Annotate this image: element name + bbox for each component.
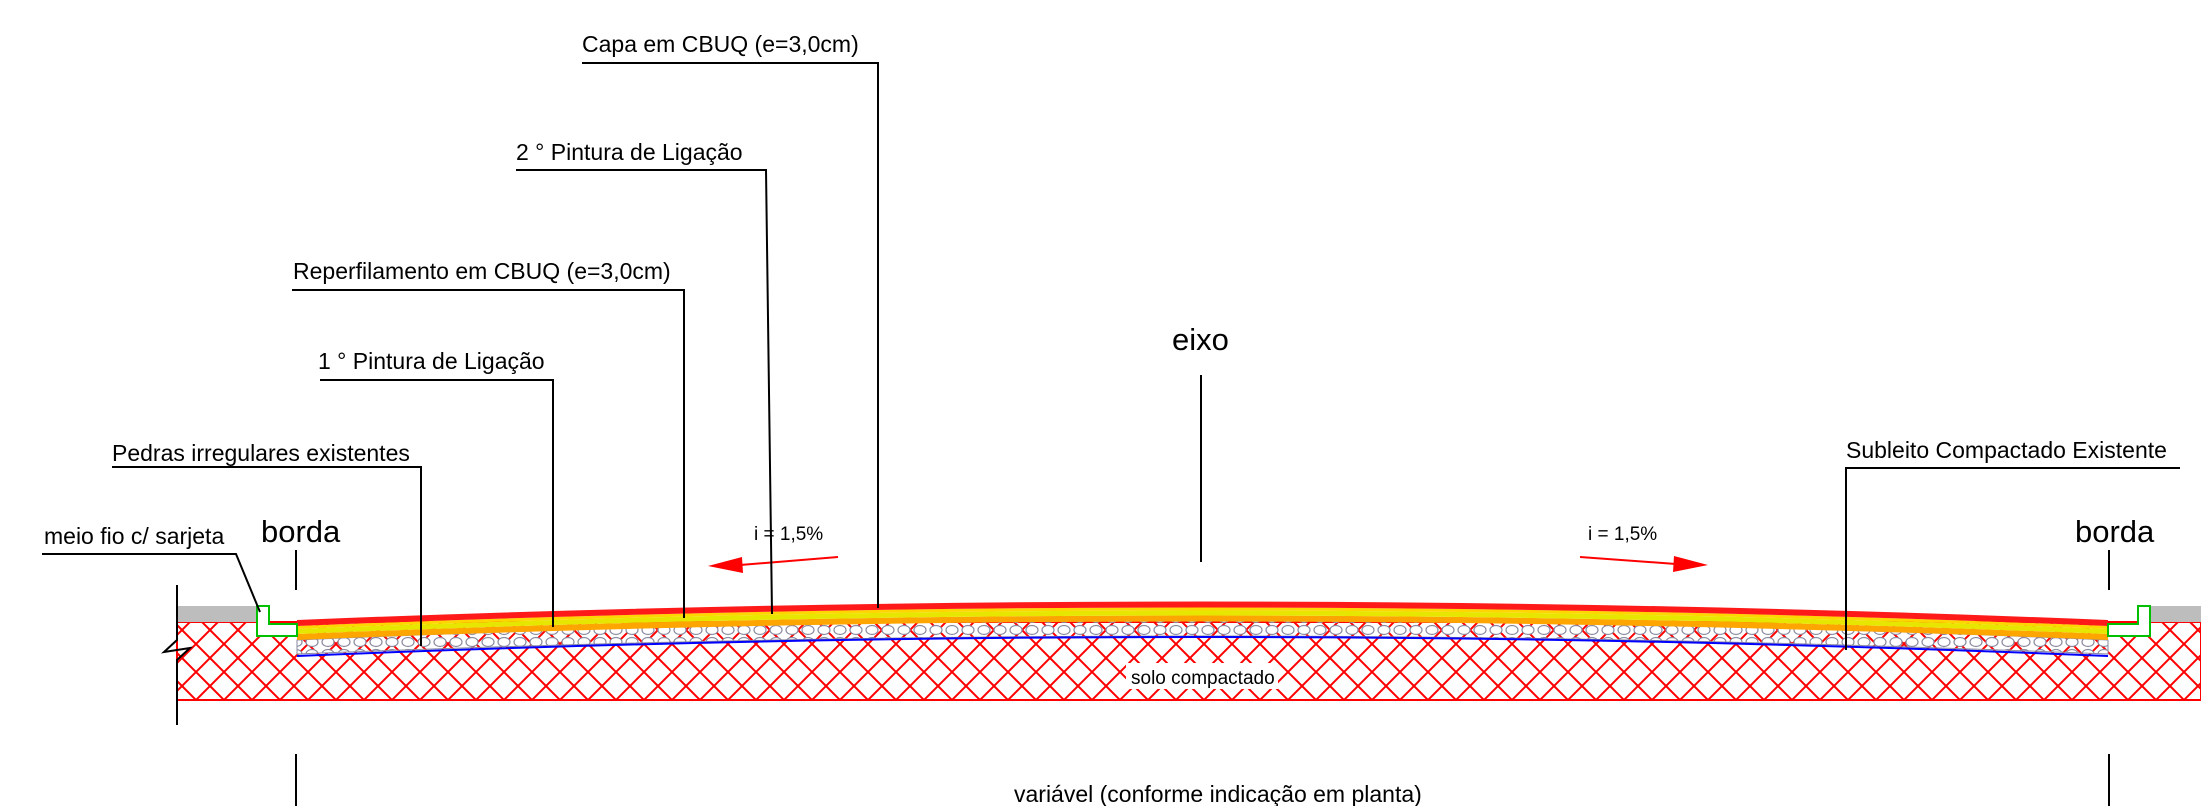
label-eixo: eixo — [1172, 322, 1229, 357]
label-borda-left: borda — [261, 514, 341, 549]
leader-lines — [42, 62, 2180, 806]
pavement-layers — [296, 601, 2109, 657]
break-line-icon — [160, 585, 194, 725]
solo-label-bg — [1126, 663, 1278, 689]
reperfilamento-layer — [297, 610, 2108, 634]
label-capa: Capa em CBUQ (e=3,0cm) — [582, 31, 859, 57]
capa-layer — [297, 601, 2108, 626]
label-slope-left: i = 1,5% — [754, 524, 823, 545]
label-slope-right: i = 1,5% — [1588, 524, 1657, 545]
label-dimension: variável (conforme indicação em planta) — [1014, 781, 1422, 806]
label-solo: solo compactado — [1131, 668, 1275, 689]
pintura1-layer — [297, 615, 2108, 640]
sidewalk-right — [2150, 606, 2201, 622]
pintura2-layer — [297, 607, 2108, 629]
label-subleito: Subleito Compactado Existente — [1846, 437, 2167, 463]
subleito-line-left — [296, 636, 2109, 657]
slope-arrow-left-icon — [708, 556, 839, 573]
label-borda-right: borda — [2075, 514, 2155, 549]
label-reperfilamento: Reperfilamento em CBUQ (e=3,0cm) — [293, 258, 671, 284]
label-pintura1: 1 ° Pintura de Ligação — [318, 348, 545, 374]
label-pintura2: 2 ° Pintura de Ligação — [516, 139, 743, 165]
label-pedras: Pedras irregulares existentes — [112, 440, 410, 466]
meio-fio-right — [2107, 605, 2151, 637]
sidewalk-left — [177, 606, 257, 622]
slope-arrow-right-icon — [1579, 556, 1708, 572]
label-meio-fio: meio fio c/ sarjeta — [44, 523, 224, 549]
meio-fio-left — [256, 605, 298, 637]
